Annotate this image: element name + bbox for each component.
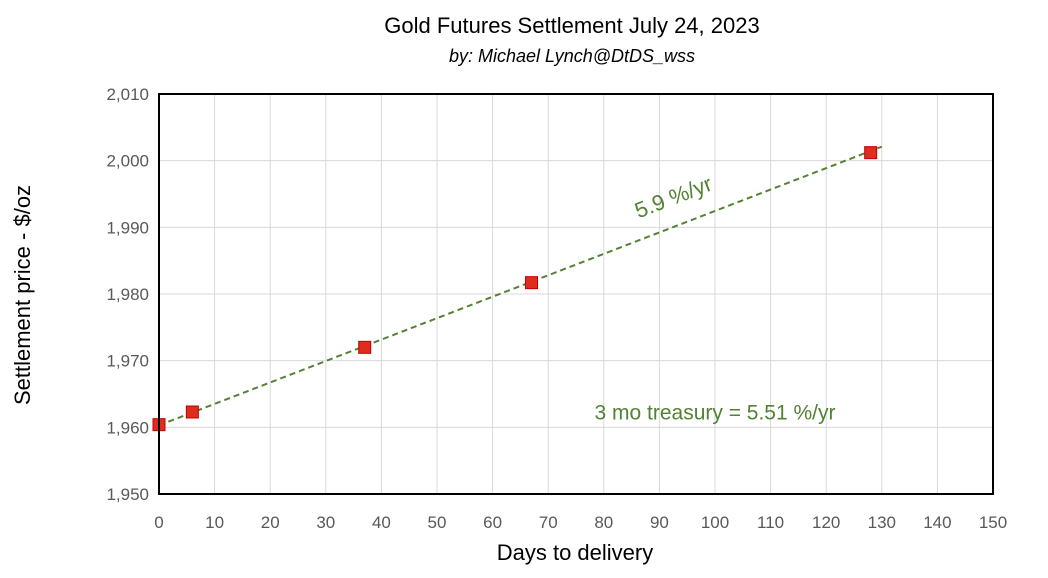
- y-axis-title: Settlement price - $/oz: [10, 185, 35, 405]
- y-tick-label: 2,000: [106, 152, 149, 171]
- y-tick-label: 2,010: [106, 85, 149, 104]
- trendline-group: [158, 145, 883, 427]
- x-axis-title: Days to delivery: [497, 540, 654, 565]
- x-tick-label: 150: [979, 513, 1007, 532]
- data-point: [525, 276, 539, 290]
- y-tick-label: 1,990: [106, 218, 149, 237]
- x-tick-label: 90: [650, 513, 669, 532]
- x-tick-label: 20: [261, 513, 280, 532]
- trendline: [158, 145, 883, 427]
- chart-subtitle: by: Michael Lynch@DtDS_wss: [449, 46, 695, 66]
- treasury-annotation: 3 mo treasury = 5.51 %/yr: [594, 401, 835, 424]
- plot-frame: [158, 93, 994, 495]
- x-tick-label: 140: [923, 513, 951, 532]
- y-tick-label: 1,950: [106, 485, 149, 504]
- x-tick-label: 100: [701, 513, 729, 532]
- x-tick-label: 30: [316, 513, 335, 532]
- x-tick-labels: 0 10 20 30 40 50 60 70 80 90 100 110 120 130 140 150: [154, 513, 1007, 532]
- x-tick-label: 60: [483, 513, 502, 532]
- data-point: [864, 146, 878, 160]
- x-tick-label: 0: [154, 513, 163, 532]
- data-point: [185, 405, 199, 419]
- x-tick-label: 10: [205, 513, 224, 532]
- y-tick-label: 1,970: [106, 352, 149, 371]
- y-tick-label: 1,980: [106, 285, 149, 304]
- x-tick-label: 40: [372, 513, 391, 532]
- data-point: [358, 340, 372, 354]
- x-tick-label: 70: [539, 513, 558, 532]
- x-tick-label: 130: [868, 513, 896, 532]
- y-tick-label: 1,960: [106, 418, 149, 437]
- x-tick-label: 80: [594, 513, 613, 532]
- y-tick-labels: 1,950 1,960 1,970 1,980 1,990 2,000 2,010: [106, 85, 149, 504]
- x-tick-label: 110: [757, 513, 784, 532]
- x-tick-label: 120: [812, 513, 840, 532]
- chart-title: Gold Futures Settlement July 24, 2023: [384, 13, 759, 38]
- x-tick-label: 50: [428, 513, 447, 532]
